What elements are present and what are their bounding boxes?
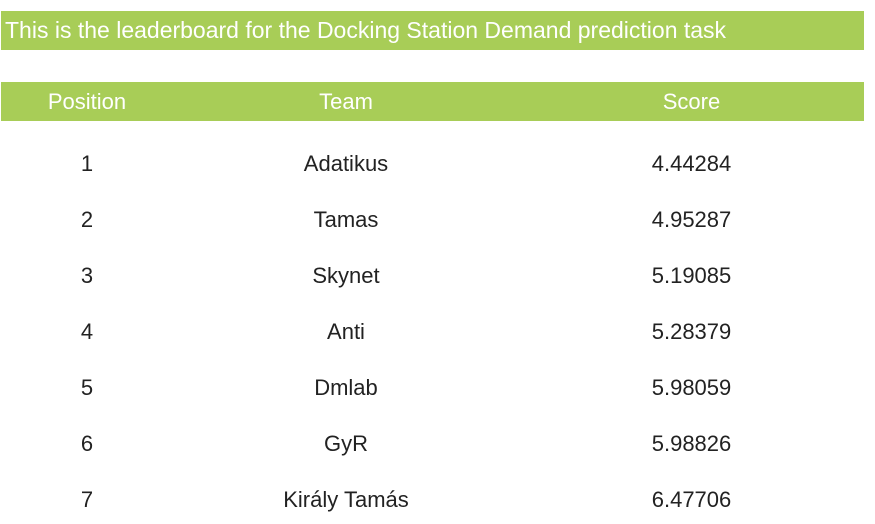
cell-score: 4.95287 (651, 207, 732, 232)
header-position: Position (47, 89, 127, 114)
cell-position: 6 (80, 431, 94, 456)
table-header: Position Team Score (1, 82, 864, 121)
cell-score: 5.19085 (651, 263, 732, 288)
table-row: 1 Adatikus 4.44284 (1, 136, 864, 192)
cell-score: 6.47706 (651, 487, 732, 512)
table-row: 4 Anti 5.28379 (1, 304, 864, 360)
cell-team: Anti (327, 319, 365, 344)
header-team: Team (319, 89, 373, 114)
cell-position: 1 (80, 151, 94, 176)
cell-team: Adatikus (303, 151, 389, 176)
cell-position: 5 (80, 375, 94, 400)
cell-position: 7 (80, 487, 94, 512)
table-row: 5 Dmlab 5.98059 (1, 360, 864, 416)
cell-team: GyR (324, 431, 368, 456)
cell-team: Skynet (312, 263, 380, 288)
table-row: 2 Tamas 4.95287 (1, 192, 864, 248)
table-row: 6 GyR 5.98826 (1, 416, 864, 472)
cell-team: Dmlab (314, 375, 378, 400)
page-title: This is the leaderboard for the Docking … (1, 11, 864, 50)
leaderboard-table-body: 1 Adatikus 4.44284 2 Tamas 4.95287 3 Sky… (1, 136, 864, 524)
table-row: 3 Skynet 5.19085 (1, 248, 864, 304)
cell-team: Tamas (313, 207, 379, 232)
cell-position: 4 (80, 319, 94, 344)
table-row: 7 Király Tamás 6.47706 (1, 472, 864, 524)
cell-score: 4.44284 (651, 151, 732, 176)
cell-score: 5.98059 (651, 375, 732, 400)
cell-team: Király Tamás (283, 487, 409, 512)
header-score: Score (662, 89, 721, 114)
cell-score: 5.98826 (651, 431, 732, 456)
cell-score: 5.28379 (651, 319, 732, 344)
cell-position: 3 (80, 263, 94, 288)
cell-position: 2 (80, 207, 94, 232)
